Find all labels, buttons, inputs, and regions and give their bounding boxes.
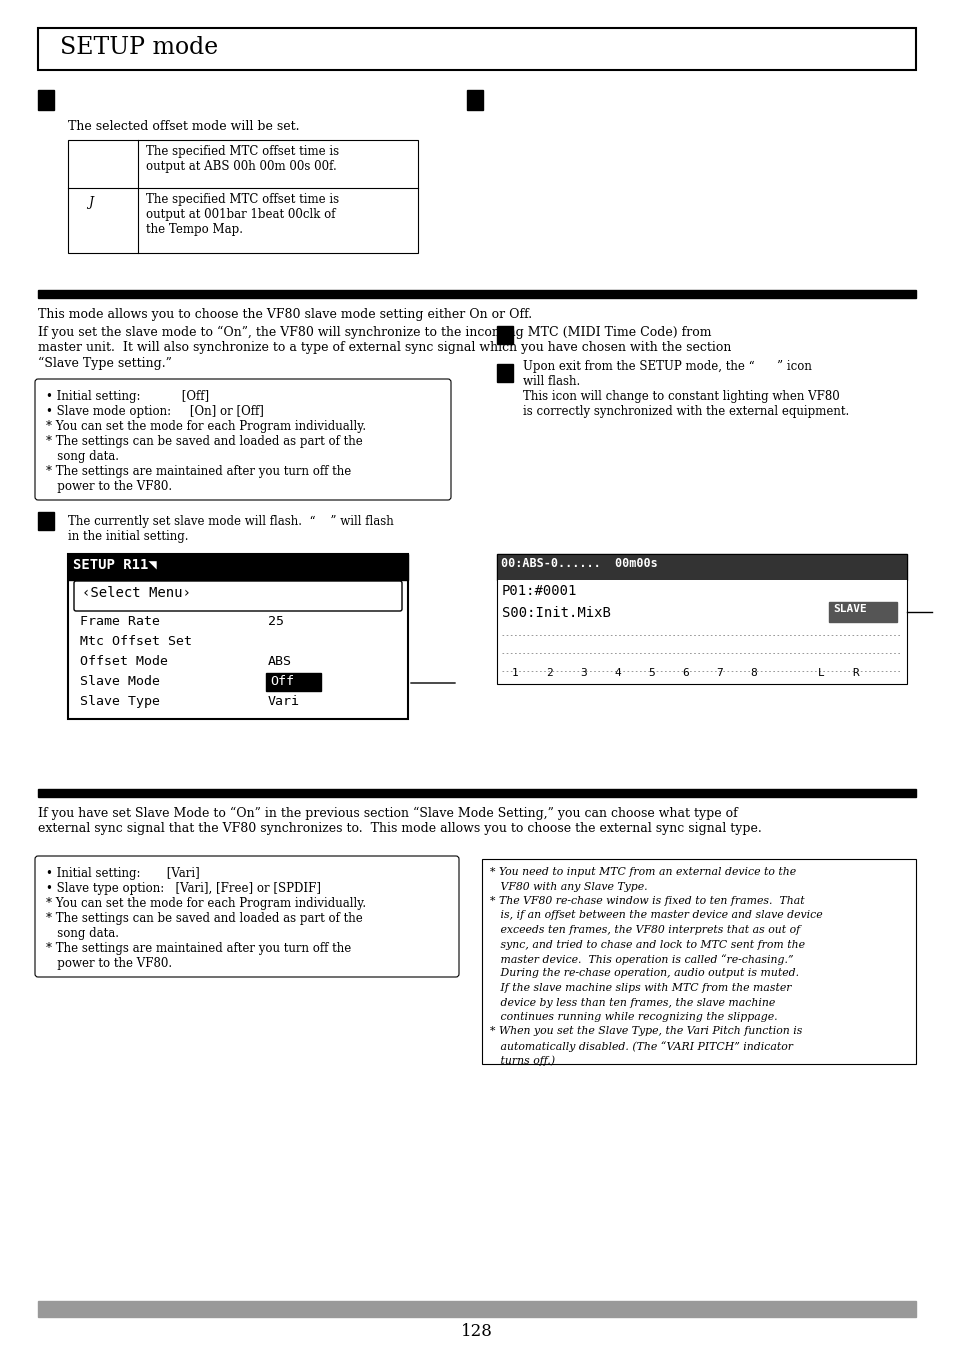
- Text: 8: 8: [749, 667, 756, 678]
- Bar: [68, 141, 417, 253]
- Text: If you set the slave mode to “On”, the VF80 will synchronize to the incoming MTC: If you set the slave mode to “On”, the V…: [38, 326, 731, 370]
- Text: * The VF80 re-chase window is fixed to ten frames.  That: * The VF80 re-chase window is fixed to t…: [490, 896, 803, 907]
- Text: Off: Off: [270, 676, 294, 688]
- Text: master device.  This operation is called “re-chasing.”: master device. This operation is called …: [490, 954, 793, 965]
- Text: P01:#0001: P01:#0001: [501, 584, 577, 598]
- Bar: [38, 290, 915, 299]
- Text: 6: 6: [681, 667, 688, 678]
- Text: continues running while recognizing the slippage.: continues running while recognizing the …: [490, 1012, 777, 1021]
- Bar: [497, 326, 513, 345]
- Text: automatically disabled. (The “VARI PITCH” indicator: automatically disabled. (The “VARI PITCH…: [490, 1042, 792, 1052]
- Text: 25: 25: [268, 615, 284, 628]
- Text: * The settings are maintained after you turn off the: * The settings are maintained after you …: [46, 465, 351, 478]
- Bar: [68, 554, 408, 719]
- Bar: [38, 789, 915, 797]
- Text: L: L: [817, 667, 824, 678]
- Text: S00:Init.MixB: S00:Init.MixB: [501, 607, 610, 620]
- Bar: [467, 91, 482, 109]
- Text: * The settings are maintained after you turn off the: * The settings are maintained after you …: [46, 942, 351, 955]
- Text: Slave Mode: Slave Mode: [80, 676, 160, 688]
- Text: • Initial setting:       [Vari]: • Initial setting: [Vari]: [46, 867, 199, 880]
- Text: The currently set slave mode will flash.  “    ” will flash
in the initial setti: The currently set slave mode will flash.…: [68, 515, 394, 543]
- Text: 1: 1: [512, 667, 518, 678]
- Bar: [266, 673, 320, 690]
- Text: song data.: song data.: [46, 927, 119, 940]
- Bar: [38, 512, 54, 530]
- Text: * The settings can be saved and loaded as part of the: * The settings can be saved and loaded a…: [46, 435, 362, 449]
- Text: * When you set the Slave Type, the Vari Pitch function is: * When you set the Slave Type, the Vari …: [490, 1027, 801, 1036]
- Text: exceeds ten frames, the VF80 interprets that as out of: exceeds ten frames, the VF80 interprets …: [490, 925, 800, 935]
- Text: SLAVE: SLAVE: [832, 604, 866, 613]
- Text: The specified MTC offset time is
output at 001bar 1beat 00clk of
the Tempo Map.: The specified MTC offset time is output …: [146, 193, 338, 236]
- Text: • Initial setting:           [Off]: • Initial setting: [Off]: [46, 390, 209, 403]
- Text: power to the VF80.: power to the VF80.: [46, 480, 172, 493]
- Text: * You can set the mode for each Program individually.: * You can set the mode for each Program …: [46, 897, 366, 911]
- FancyBboxPatch shape: [35, 380, 451, 500]
- Text: The selected offset mode will be set.: The selected offset mode will be set.: [68, 120, 299, 132]
- Text: Offset Mode: Offset Mode: [80, 655, 168, 667]
- Text: * You can set the mode for each Program individually.: * You can set the mode for each Program …: [46, 420, 366, 434]
- Text: 7: 7: [716, 667, 722, 678]
- Text: device by less than ten frames, the slave machine: device by less than ten frames, the slav…: [490, 997, 775, 1008]
- Text: VF80 with any Slave Type.: VF80 with any Slave Type.: [490, 881, 647, 892]
- Text: SETUP mode: SETUP mode: [60, 36, 218, 59]
- Text: power to the VF80.: power to the VF80.: [46, 957, 172, 970]
- FancyBboxPatch shape: [74, 581, 401, 611]
- Text: This mode allows you to choose the VF80 slave mode setting either On or Off.: This mode allows you to choose the VF80 …: [38, 308, 532, 322]
- Text: If you have set Slave Mode to “On” in the previous section “Slave Mode Setting,”: If you have set Slave Mode to “On” in th…: [38, 807, 760, 835]
- Text: Mtc Offset Set: Mtc Offset Set: [80, 635, 192, 648]
- Bar: [828, 603, 896, 621]
- Bar: [38, 91, 54, 109]
- Text: If the slave machine slips with MTC from the master: If the slave machine slips with MTC from…: [490, 984, 791, 993]
- FancyBboxPatch shape: [35, 857, 458, 977]
- Bar: [497, 363, 513, 382]
- Bar: [68, 554, 408, 580]
- Bar: [481, 859, 915, 1065]
- Text: Upon exit from the SETUP mode, the “      ” icon
will flash.
This icon will chan: Upon exit from the SETUP mode, the “ ” i…: [522, 359, 848, 417]
- Text: 00:ABS-0......  00m00s: 00:ABS-0...... 00m00s: [500, 557, 657, 570]
- Bar: [497, 554, 906, 684]
- Text: Frame Rate: Frame Rate: [80, 615, 160, 628]
- Text: * You need to input MTC from an external device to the: * You need to input MTC from an external…: [490, 867, 796, 877]
- Text: 4: 4: [614, 667, 620, 678]
- Text: • Slave mode option:     [On] or [Off]: • Slave mode option: [On] or [Off]: [46, 405, 264, 417]
- Bar: [38, 28, 915, 70]
- Bar: [38, 1301, 915, 1317]
- Text: The specified MTC offset time is
output at ABS 00h 00m 00s 00f.: The specified MTC offset time is output …: [146, 145, 338, 173]
- Text: 5: 5: [647, 667, 654, 678]
- Text: Vari: Vari: [268, 694, 299, 708]
- Text: song data.: song data.: [46, 450, 119, 463]
- Text: 128: 128: [460, 1323, 493, 1340]
- Text: sync, and tried to chase and lock to MTC sent from the: sync, and tried to chase and lock to MTC…: [490, 939, 804, 950]
- Text: • Slave type option:   [Vari], [Free] or [SPDIF]: • Slave type option: [Vari], [Free] or […: [46, 882, 320, 894]
- Bar: [497, 580, 906, 684]
- Text: Slave Type: Slave Type: [80, 694, 160, 708]
- Text: * The settings can be saved and loaded as part of the: * The settings can be saved and loaded a…: [46, 912, 362, 925]
- Bar: [497, 554, 906, 580]
- Text: R: R: [851, 667, 858, 678]
- Text: During the re-chase operation, audio output is muted.: During the re-chase operation, audio out…: [490, 969, 799, 978]
- Text: ‹Select Menu›: ‹Select Menu›: [82, 586, 191, 600]
- Text: turns off.): turns off.): [490, 1055, 555, 1066]
- Text: J: J: [88, 196, 92, 209]
- Text: SETUP R11◥: SETUP R11◥: [73, 557, 156, 571]
- Text: is, if an offset between the master device and slave device: is, if an offset between the master devi…: [490, 911, 821, 920]
- Text: 2: 2: [545, 667, 552, 678]
- Text: 3: 3: [579, 667, 586, 678]
- Text: ABS: ABS: [268, 655, 292, 667]
